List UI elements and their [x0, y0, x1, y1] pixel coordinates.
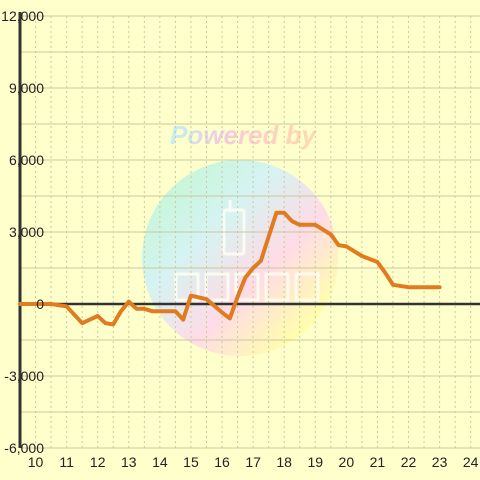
x-tick-label: 15	[183, 454, 199, 470]
x-tick-label: 20	[339, 454, 355, 470]
x-tick-label: 16	[214, 454, 230, 470]
x-tick-label: 14	[152, 454, 168, 470]
y-tick-label: 9,000	[9, 80, 44, 96]
x-tick-label: 22	[401, 454, 417, 470]
watermark-text: Powered by	[170, 120, 317, 150]
y-tick-label: -3,000	[4, 368, 44, 384]
x-tick-label: 13	[121, 454, 137, 470]
y-tick-label: 12,000	[1, 8, 44, 24]
series-line-1	[18, 210, 442, 327]
x-tick-label: 24	[463, 454, 479, 470]
x-tick-label: 21	[370, 454, 386, 470]
x-tick-label: 17	[245, 454, 261, 470]
y-tick-label: 3,000	[9, 224, 44, 240]
x-tick-label: 18	[276, 454, 292, 470]
x-tick-label: 19	[307, 454, 323, 470]
x-tick-label: 10	[28, 454, 44, 470]
axes	[18, 12, 480, 448]
y-tick-label: -6,000	[4, 440, 44, 456]
watermark: Powered by	[142, 120, 338, 356]
tick-labels: -6,000 -3,000 0 3,000 6,000 9,000 12,000 10 11 12…	[1, 8, 479, 470]
series-layer	[18, 210, 442, 327]
grid	[20, 15, 480, 449]
watermark-circle	[142, 160, 338, 356]
y-tick-label: 6,000	[9, 152, 44, 168]
x-tick-label: 23	[432, 454, 448, 470]
y-tick-label: 0	[36, 296, 44, 312]
x-tick-label: 11	[59, 454, 74, 470]
watermark-logo-icon	[174, 200, 320, 302]
x-tick-label: 12	[90, 454, 106, 470]
